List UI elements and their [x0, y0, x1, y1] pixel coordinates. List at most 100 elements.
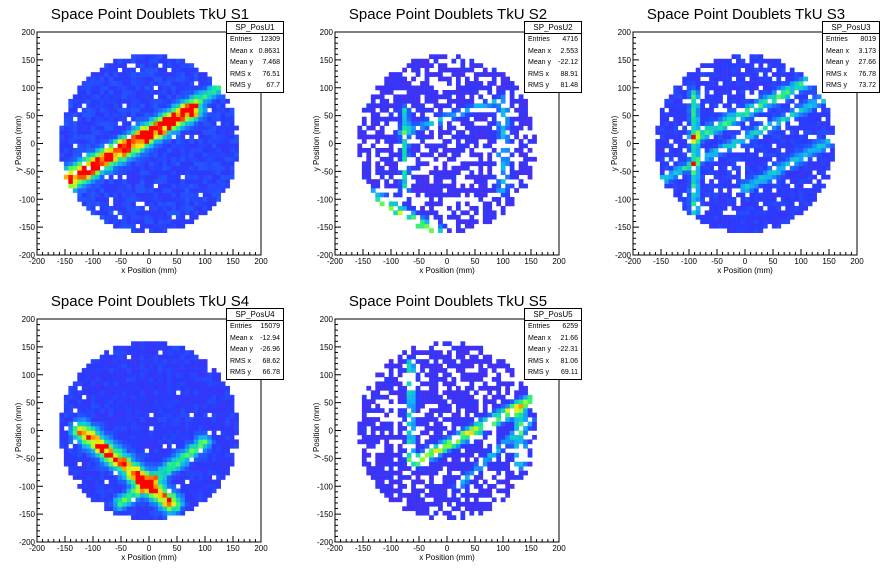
heatmap-cell — [745, 63, 750, 68]
heatmap-cell — [140, 143, 145, 149]
heatmap-cell — [175, 381, 181, 387]
heatmap-cell — [668, 179, 674, 184]
heatmap-cell — [140, 372, 145, 378]
heatmap-cell — [366, 443, 372, 449]
heatmap-cell — [207, 457, 213, 463]
heatmap-cell — [144, 125, 150, 131]
heatmap-cell — [411, 103, 416, 109]
heatmap-cell — [81, 439, 87, 445]
heatmap-cell — [113, 156, 118, 162]
heatmap-cell — [122, 188, 127, 193]
heatmap-cell — [126, 484, 132, 489]
heatmap-cell — [473, 76, 479, 82]
heatmap-cell — [455, 67, 461, 73]
heatmap-cell — [108, 89, 114, 95]
heatmap-cell — [189, 408, 195, 413]
heatmap-cell — [108, 470, 114, 476]
heatmap-cell — [691, 139, 697, 144]
heatmap-cell — [749, 223, 755, 229]
heatmap-cell — [198, 121, 204, 126]
stats-box: SP_PosU1 Entries 12309 Mean x 0.8631 Mean y 7.… — [226, 21, 284, 93]
heatmap-cell — [220, 103, 226, 109]
stats-label: Mean y — [230, 59, 253, 66]
heatmap-cell — [375, 94, 381, 100]
heatmap-cell — [131, 394, 136, 400]
heatmap-cell — [803, 107, 809, 113]
heatmap-cell — [99, 466, 105, 471]
heatmap-cell — [149, 103, 154, 109]
heatmap-cell — [780, 210, 786, 216]
heatmap-cell — [113, 116, 118, 122]
heatmap-cell — [447, 89, 452, 95]
heatmap-cell — [691, 170, 697, 176]
heatmap-cell — [478, 130, 484, 135]
heatmap-cell — [122, 403, 127, 409]
heatmap-cell — [113, 354, 118, 360]
heatmap-cell — [220, 147, 226, 153]
heatmap-cell — [225, 461, 230, 467]
heatmap-cell — [162, 381, 168, 387]
heatmap-cell — [68, 452, 74, 458]
heatmap-cell — [397, 399, 403, 405]
heatmap-cell — [659, 161, 665, 167]
heatmap-cell — [144, 479, 150, 485]
heatmap-cell — [131, 479, 136, 485]
heatmap-cell — [171, 130, 177, 135]
heatmap-cell — [229, 394, 235, 400]
heatmap-cell — [175, 501, 181, 507]
heatmap-cell — [166, 214, 172, 220]
heatmap-cell — [406, 421, 412, 427]
heatmap-cell — [713, 174, 719, 180]
heatmap-cell — [442, 170, 448, 176]
heatmap-cell — [122, 492, 127, 498]
heatmap-cell — [798, 210, 804, 216]
heatmap-cell — [812, 130, 817, 135]
heatmap-cell — [433, 174, 439, 180]
stats-box: SP_PosU2 Entries 4716 Mean x 2.553 Mean y -22.… — [524, 21, 582, 93]
heatmap-cell — [135, 156, 141, 162]
heatmap-cell — [171, 76, 177, 82]
heatmap-cell — [789, 130, 795, 135]
heatmap-cell — [162, 223, 168, 229]
heatmap-cell — [216, 421, 221, 427]
heatmap-cell — [90, 368, 96, 373]
y-tick-label: -150 — [615, 223, 632, 232]
heatmap-cell — [234, 139, 239, 144]
heatmap-cell — [184, 492, 190, 498]
heatmap-cell — [464, 188, 470, 193]
heatmap-cell — [731, 143, 737, 149]
heatmap-cell — [424, 223, 430, 229]
heatmap-cell — [500, 125, 506, 131]
heatmap-cell — [104, 376, 109, 382]
heatmap-cell — [135, 484, 141, 489]
heatmap-cell — [357, 439, 363, 445]
heatmap-cell — [780, 188, 786, 193]
heatmap-cell — [375, 417, 381, 422]
heatmap-cell — [211, 152, 217, 158]
heatmap-cell — [433, 147, 439, 153]
heatmap-cell — [117, 143, 123, 149]
heatmap-cell — [464, 85, 470, 91]
heatmap-cell — [81, 426, 87, 431]
heatmap-cell — [166, 116, 172, 122]
heatmap-cell — [77, 412, 83, 418]
heatmap-cell — [68, 408, 74, 413]
stats-value: 88.91 — [560, 70, 578, 78]
heatmap-cell — [491, 81, 497, 86]
heatmap-cell — [149, 484, 154, 489]
heatmap-cell — [175, 192, 181, 198]
heatmap-cell — [505, 125, 511, 131]
heatmap-cell — [216, 439, 221, 445]
heatmap-cell — [686, 130, 692, 135]
heatmap-cell — [140, 506, 145, 512]
heatmap-cell — [157, 67, 163, 73]
heatmap-cell — [162, 179, 168, 184]
heatmap-cell — [189, 174, 195, 180]
heatmap-cell — [780, 161, 786, 167]
heatmap-cell — [171, 67, 177, 73]
heatmap-cell — [117, 412, 123, 418]
heatmap-cell — [469, 134, 475, 140]
heatmap-cell — [77, 484, 83, 489]
heatmap-cell — [81, 430, 87, 436]
heatmap-cell — [753, 174, 759, 180]
